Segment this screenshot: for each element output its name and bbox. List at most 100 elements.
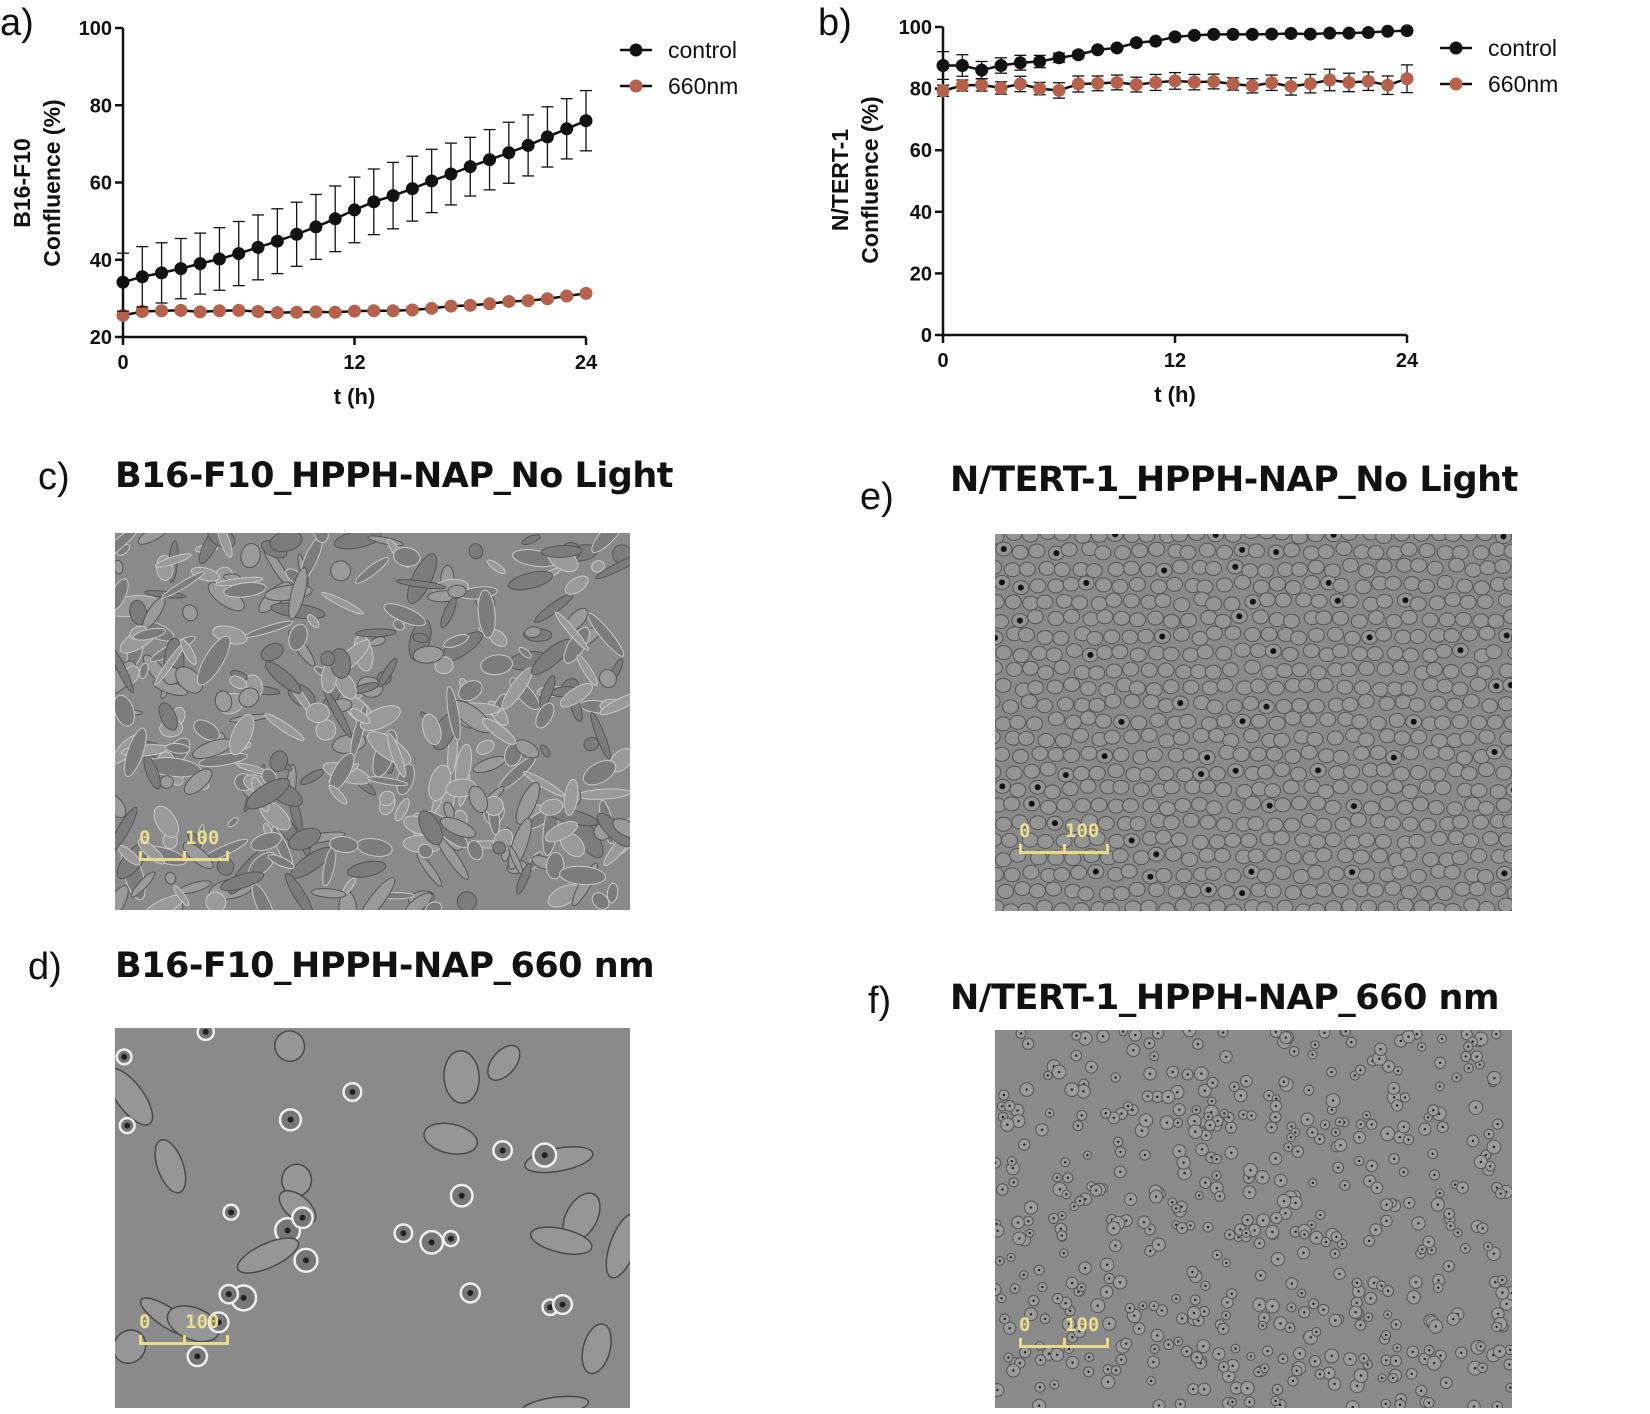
cell-nucleus <box>1203 1388 1206 1391</box>
cell-nucleus <box>1161 567 1168 574</box>
cell-nucleus <box>1043 1317 1047 1320</box>
cell <box>306 614 320 629</box>
cell-nucleus <box>1420 1248 1424 1251</box>
cell <box>193 719 220 741</box>
cell-nucleus <box>1333 1382 1336 1386</box>
cell-nucleus <box>1217 1352 1221 1356</box>
cell-nucleus <box>1302 1251 1305 1255</box>
cell <box>1035 899 1053 911</box>
cell <box>1302 545 1320 561</box>
cell <box>425 901 443 910</box>
cell <box>1247 848 1265 864</box>
cell-nucleus <box>1204 1134 1208 1137</box>
cell <box>1138 534 1156 543</box>
cell <box>1477 762 1495 778</box>
cell-nucleus <box>1310 1223 1313 1227</box>
cell <box>582 759 617 786</box>
panel-label-a: a) <box>0 2 34 44</box>
cell-nucleus <box>1262 1219 1265 1222</box>
cell-nucleus <box>1454 1183 1457 1186</box>
cell <box>153 805 179 838</box>
cell-nucleus <box>1496 1122 1499 1126</box>
cell-nucleus <box>1385 1219 1388 1223</box>
cell-nucleus <box>1246 1387 1249 1390</box>
legend-label-control: control <box>668 37 737 63</box>
cell <box>1413 534 1431 542</box>
cell <box>1310 593 1328 609</box>
cell <box>1394 694 1412 710</box>
cell-nucleus <box>1140 1129 1144 1132</box>
cell <box>1349 812 1367 828</box>
cell-nucleus <box>1423 1127 1427 1131</box>
cell-nucleus <box>1374 1228 1377 1232</box>
cell <box>159 775 174 789</box>
cell <box>1017 730 1035 746</box>
cell-nucleus <box>1402 1125 1405 1129</box>
cell-nucleus <box>1372 1281 1376 1285</box>
cell <box>599 691 630 716</box>
cell-nucleus <box>1331 1099 1335 1102</box>
cell <box>539 744 551 758</box>
cell <box>1104 693 1122 709</box>
cell-nucleus <box>1230 1151 1233 1154</box>
cell-nucleus <box>287 1116 294 1123</box>
cell <box>123 727 147 778</box>
cell <box>1357 693 1375 709</box>
cell-nucleus <box>1296 1150 1300 1153</box>
data-point <box>1168 30 1182 44</box>
cell-nucleus <box>1146 1095 1149 1098</box>
cell <box>1188 534 1206 541</box>
cell <box>1053 902 1071 911</box>
cell <box>1444 534 1462 543</box>
cell <box>1409 596 1427 612</box>
data-point <box>212 252 226 266</box>
y-tick-label: 60 <box>910 140 932 162</box>
cell <box>518 646 532 659</box>
cell-nucleus <box>1500 534 1507 540</box>
cell-nucleus <box>1064 1161 1067 1164</box>
cell-nucleus <box>1420 1389 1423 1392</box>
cell-nucleus <box>1101 753 1108 760</box>
cell <box>1370 780 1388 796</box>
cell <box>521 1395 590 1408</box>
cell <box>1037 732 1055 748</box>
cell-nucleus <box>1384 1402 1387 1406</box>
cell <box>995 1383 1005 1397</box>
cell-nucleus <box>1311 1181 1315 1185</box>
cell <box>1204 664 1222 680</box>
cell-nucleus <box>1392 1157 1396 1161</box>
cell-nucleus <box>998 1259 1002 1263</box>
data-point <box>579 286 593 300</box>
data-point <box>1342 26 1356 40</box>
data-point <box>193 305 207 319</box>
cell-nucleus <box>1258 1303 1261 1307</box>
cell <box>1053 562 1071 578</box>
cell-nucleus <box>1464 1055 1468 1058</box>
cell <box>595 552 630 580</box>
cell-nucleus <box>1088 1355 1091 1359</box>
cell-nucleus <box>1017 584 1024 591</box>
cell-nucleus <box>1486 1245 1490 1248</box>
cell <box>1064 818 1082 834</box>
x-axis-label: t (h) <box>1154 382 1196 407</box>
cell <box>1225 698 1243 714</box>
cell-nucleus <box>1108 1322 1111 1325</box>
cell <box>138 662 149 680</box>
cell-nucleus <box>1047 1352 1051 1355</box>
cell-nucleus <box>1479 1345 1482 1348</box>
cell <box>1307 534 1325 543</box>
cell <box>1208 766 1226 782</box>
cell <box>1139 766 1157 782</box>
cell <box>1081 813 1099 829</box>
cell-nucleus <box>1196 1042 1200 1046</box>
cell-nucleus <box>559 1301 566 1308</box>
legend-marker <box>629 43 643 57</box>
cell-nucleus <box>1216 1119 1219 1123</box>
cell <box>1023 763 1041 779</box>
cell-nucleus <box>1008 1104 1011 1108</box>
cell-nucleus <box>1191 1270 1194 1274</box>
cell-nucleus <box>1084 1037 1087 1040</box>
cell <box>1434 780 1452 796</box>
cell-nucleus <box>1387 1065 1390 1068</box>
cell-nucleus <box>1076 1124 1080 1127</box>
